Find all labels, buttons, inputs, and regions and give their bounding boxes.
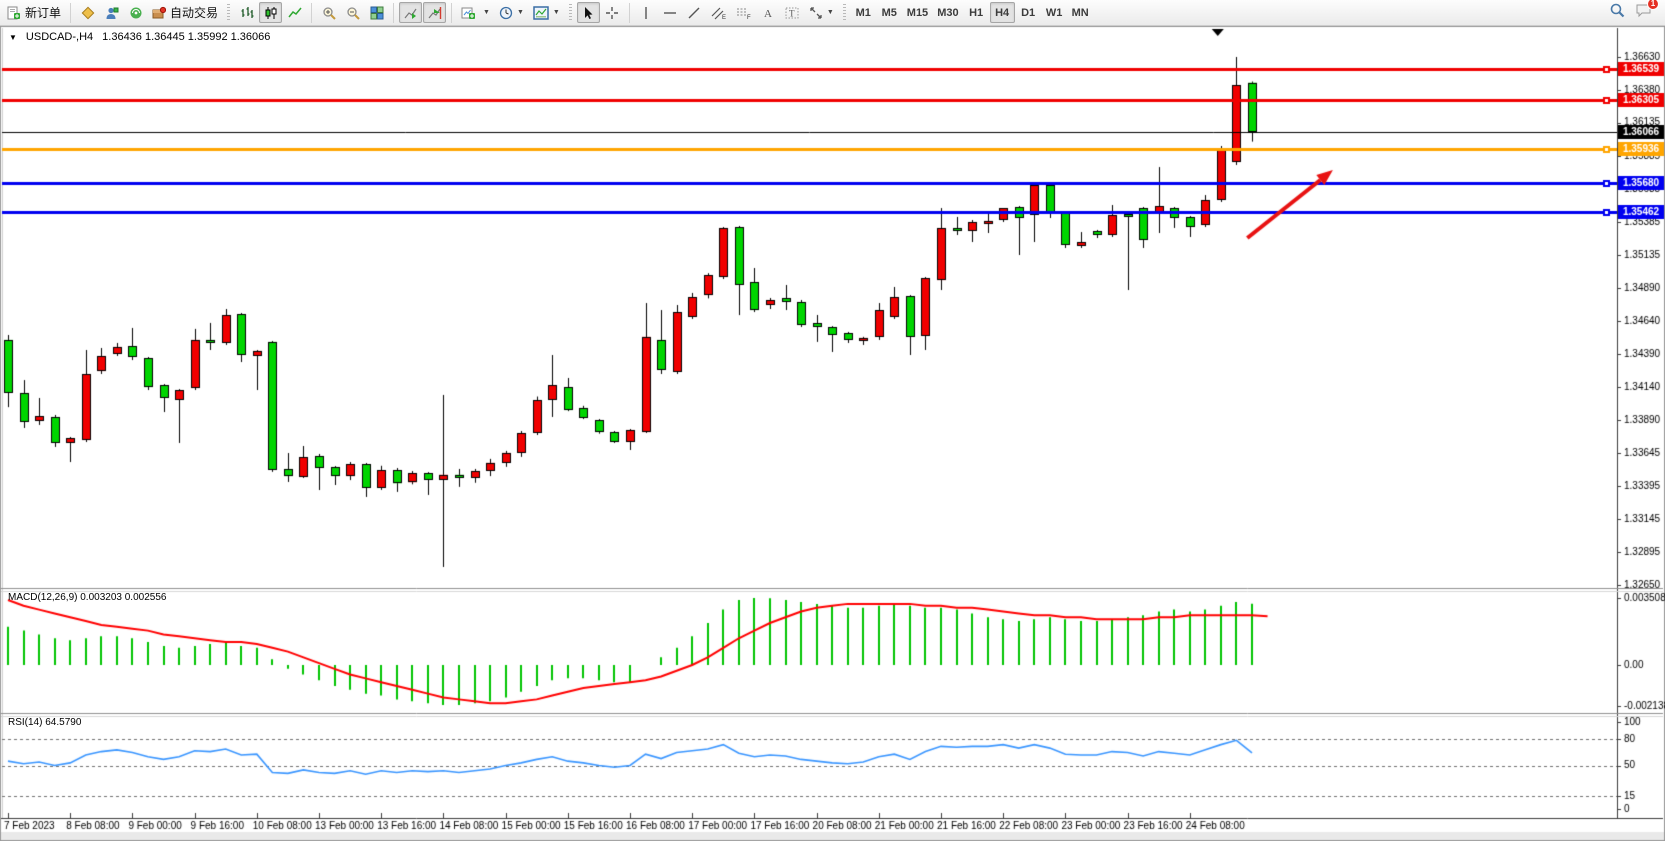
timeframe-w1[interactable]: W1 — [1045, 6, 1063, 19]
chart-shift-icon — [428, 6, 442, 20]
chart-symbol-title: USDCAD-,H4 — [25, 31, 94, 43]
timeframe-h4[interactable]: H4 — [989, 2, 1015, 23]
timeframe-mn[interactable]: MN — [1071, 6, 1089, 19]
timeframe-m15[interactable]: M15 — [906, 6, 929, 19]
tile-windows-button[interactable] — [365, 2, 388, 23]
price-chart-canvas[interactable] — [0, 26, 1665, 841]
toolbar-separator — [393, 2, 395, 23]
templates-icon — [533, 5, 549, 20]
fibonacci-icon: F — [736, 6, 752, 20]
chat-icon[interactable]: 1 — [1635, 0, 1659, 23]
autotrading-label: 自动交易 — [170, 6, 219, 20]
timeframe-m30[interactable]: M30 — [937, 6, 959, 19]
new-order-icon — [7, 6, 21, 20]
toolbar-drag-handle — [842, 3, 846, 22]
chevron-down-icon: ▼ — [516, 9, 524, 16]
label-icon: T — [785, 6, 799, 20]
auto-scroll-button[interactable] — [399, 2, 423, 23]
cursor-icon — [581, 6, 595, 20]
text-button[interactable]: A — [757, 2, 780, 23]
crosshair-icon — [605, 6, 619, 20]
crosshair-button[interactable] — [601, 2, 624, 23]
new-chart-icon — [461, 6, 479, 20]
chevron-down-icon: ▼ — [552, 9, 560, 16]
svg-text:E: E — [722, 15, 726, 20]
horizontal-line-button[interactable] — [659, 2, 682, 23]
channel-button[interactable]: E — [707, 2, 731, 23]
search-icon[interactable] — [1609, 2, 1625, 23]
zoom-out-icon — [346, 6, 360, 20]
timeframe-m1[interactable]: M1 — [855, 6, 871, 19]
toolbar-drag-handle — [568, 3, 572, 22]
trendline-icon — [687, 6, 701, 20]
zoom-out-button[interactable] — [341, 2, 364, 23]
chart-window: ▼ USDCAD-,H4 1.36436 1.36445 1.35992 1.3… — [0, 26, 1665, 841]
toolbar-right-group: 1 — [1609, 0, 1662, 23]
timeframe-m5[interactable]: M5 — [881, 6, 897, 19]
profile-icon — [105, 6, 119, 20]
vertical-line-icon — [639, 6, 653, 20]
new-order-button[interactable]: 新订单 — [3, 2, 65, 23]
tile-windows-icon — [370, 6, 384, 20]
arrows-icon — [809, 6, 823, 20]
line-chart-button[interactable] — [283, 2, 306, 23]
zoom-in-button[interactable] — [317, 2, 340, 23]
toolbar-separator — [311, 2, 313, 23]
timeframe-d1[interactable]: D1 — [1021, 6, 1036, 19]
horizontal-line-icon — [663, 6, 677, 20]
timeframe-h1[interactable]: H1 — [969, 6, 984, 19]
toolbar-drag-handle — [227, 3, 231, 22]
signals-button[interactable] — [124, 2, 147, 23]
fibonacci-button[interactable]: F — [732, 2, 756, 23]
autotrading-icon — [152, 6, 167, 20]
trendline-button[interactable] — [683, 2, 706, 23]
market-watch-icon — [81, 6, 95, 20]
macd-header: MACD(12,26,9) 0.003203 0.002556 — [8, 592, 167, 603]
cursor-button[interactable] — [576, 2, 600, 23]
channel-icon: E — [711, 6, 727, 20]
chart-title-bar: ▼ USDCAD-,H4 1.36436 1.36445 1.35992 1.3… — [9, 31, 270, 43]
svg-text:T: T — [789, 8, 795, 18]
signals-icon — [129, 6, 143, 20]
toolbar-separator — [451, 2, 453, 23]
svg-text:F: F — [747, 15, 751, 20]
collapse-chevron-icon[interactable]: ▼ — [9, 32, 17, 42]
periods-icon — [499, 6, 513, 20]
chart-ohlc-values: 1.36436 1.36445 1.35992 1.36066 — [102, 31, 271, 43]
toolbar-separator — [70, 2, 72, 23]
new-order-label: 新订单 — [25, 6, 62, 20]
candlestick-chart-icon — [264, 6, 278, 20]
text-icon: A — [761, 6, 775, 20]
periods-button[interactable]: ▼ — [495, 2, 528, 23]
toolbar-separator — [628, 2, 630, 23]
line-chart-icon — [287, 6, 302, 20]
templates-button[interactable]: ▼ — [529, 2, 564, 23]
zoom-in-icon — [322, 6, 336, 20]
chevron-down-icon: ▼ — [826, 9, 834, 16]
toolbar: 新订单 自动交易 ▼ ▼ ▼ E F A T ▼ — [0, 0, 1665, 26]
label-button[interactable]: T — [781, 2, 804, 23]
autotrading-button[interactable]: 自动交易 — [148, 2, 222, 23]
notification-badge: 1 — [1647, 0, 1659, 10]
auto-scroll-icon — [404, 6, 418, 20]
chart-shift-button[interactable] — [423, 2, 447, 23]
bar-chart-icon — [240, 6, 254, 20]
new-chart-button[interactable]: ▼ — [457, 2, 494, 23]
bar-chart-button[interactable] — [235, 2, 258, 23]
candlestick-chart-button[interactable] — [259, 2, 283, 23]
profile-button[interactable] — [100, 2, 123, 23]
chevron-down-icon: ▼ — [483, 9, 490, 16]
arrows-button[interactable]: ▼ — [805, 2, 838, 23]
vertical-line-button[interactable] — [635, 2, 658, 23]
svg-text:A: A — [764, 8, 772, 20]
market-watch-button[interactable] — [76, 2, 99, 23]
rsi-header: RSI(14) 64.5790 — [8, 717, 82, 728]
